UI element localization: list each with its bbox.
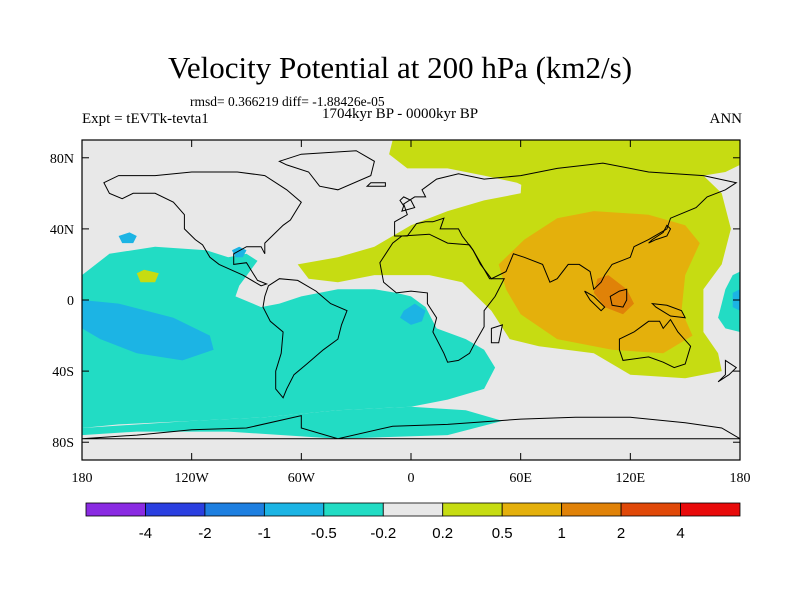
field-layer [82, 140, 740, 460]
colorbar-label: 0.2 [432, 525, 453, 542]
coast-borneo [609, 288, 628, 308]
colorbar-swatch [501, 502, 563, 517]
coastlines [82, 150, 740, 440]
stats-line: rmsd= 0.366219 diff= -1.88426e-05 [190, 94, 385, 109]
coast-sumatra [584, 290, 606, 312]
coast-new-guinea [650, 302, 687, 319]
colorbar-swatch [323, 502, 384, 517]
axis-ticks: 180 120W 60W 0 60E 120E 180 80N 40N 0 40S 80S [50, 140, 751, 486]
colorbar-swatch [145, 502, 206, 517]
coast-north-america [103, 171, 302, 287]
y-tick-label: 0 [67, 294, 74, 309]
colorbar-swatch [620, 502, 681, 517]
x-tick-label: 60W [288, 471, 316, 486]
neg-patch-west-africa [400, 303, 426, 325]
coast-south-america [262, 278, 348, 399]
colorbar-swatch [442, 502, 503, 517]
colorbar-label: 0.5 [492, 525, 513, 542]
map-title: Velocity Potential at 200 hPa (km2/s) [167, 50, 633, 85]
colorbar: -4 -2 -1 -0.5 -0.2 0.2 0.5 1 2 4 [85, 502, 741, 542]
coast-antarctica [82, 414, 740, 440]
colorbar-label: -1 [258, 525, 271, 542]
colorbar-label: -0.2 [370, 525, 396, 542]
period-label: 1704kyr BP - 0000kyr BP [321, 106, 479, 122]
x-tick-label: 120E [616, 471, 646, 486]
y-tick-label: 40S [52, 365, 74, 380]
colorbar-swatch [85, 502, 146, 517]
experiment-label: Expt = tEVTk-tevta1 [82, 111, 209, 127]
x-tick-label: 180 [72, 471, 93, 486]
neg-patch-central-pacific [82, 300, 214, 361]
colorbar-swatch [680, 502, 741, 517]
colorbar-label: 4 [676, 525, 684, 542]
coast-madagascar [490, 324, 504, 344]
colorbar-label: -4 [139, 525, 152, 542]
colorbar-swatch [204, 502, 265, 517]
colorbar-label: 2 [617, 525, 625, 542]
coast-japan [648, 224, 672, 244]
season-label: ANN [709, 111, 743, 127]
colorbar-label: -2 [198, 525, 211, 542]
neg-patch-north-pacific [118, 232, 137, 244]
x-tick-label: 60E [509, 471, 532, 486]
neg-region-east-edge [718, 271, 740, 332]
y-tick-label: 80S [52, 436, 74, 451]
pos-patch-pacific [136, 269, 159, 283]
coast-new-zealand [717, 359, 738, 383]
neg-patch-gulf [231, 246, 247, 258]
colorbar-swatch [263, 502, 325, 517]
coast-eurasia [394, 162, 738, 291]
colorbar-label: -0.5 [311, 525, 337, 542]
colorbar-swatch [561, 502, 622, 517]
coast-uk [399, 196, 416, 212]
coast-greenland [278, 150, 375, 191]
colorbar-swatch [382, 502, 444, 517]
neg-region-pacific-atlantic [82, 246, 496, 428]
colorbar-label: 1 [557, 525, 565, 542]
x-tick-label: 180 [730, 471, 751, 486]
coast-africa [379, 233, 506, 363]
x-tick-label: 0 [408, 471, 415, 486]
x-tick-label: 120W [175, 471, 210, 486]
coast-iceland [365, 182, 386, 187]
y-tick-label: 80N [50, 152, 74, 167]
pos-region-arctic [389, 140, 543, 194]
y-tick-label: 40N [50, 223, 74, 238]
coast-australia [618, 318, 692, 369]
